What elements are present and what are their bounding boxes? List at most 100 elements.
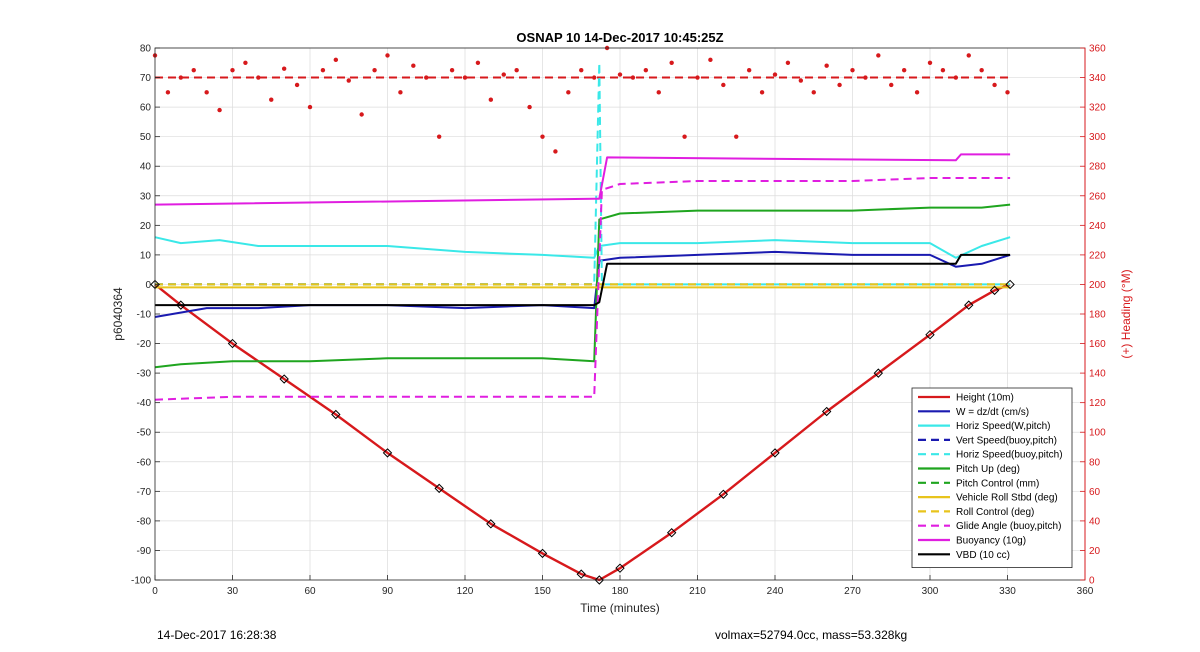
legend-entry: W = dz/dt (cm/s) xyxy=(956,407,1029,418)
x-tick-label: 270 xyxy=(844,586,861,597)
height-marker xyxy=(382,448,393,458)
heading-point xyxy=(927,60,933,65)
y-tick-label: 0 xyxy=(145,280,151,291)
y2-tick-label: 20 xyxy=(1089,546,1101,557)
legend-entry: Pitch Control (mm) xyxy=(956,478,1039,489)
x-tick-label: 0 xyxy=(152,586,158,597)
y-tick-label: 80 xyxy=(140,44,152,55)
series-9 xyxy=(154,177,1011,401)
heading-point xyxy=(695,75,700,80)
heading-point xyxy=(579,67,584,73)
legend-entry: Horiz Speed(buoy,pitch) xyxy=(956,450,1063,461)
heading-point xyxy=(191,67,196,73)
height-marker xyxy=(666,528,677,538)
y2-tick-label: 160 xyxy=(1089,339,1106,350)
heading-point xyxy=(217,107,222,113)
y-tick-label: 50 xyxy=(140,132,152,143)
heading-point xyxy=(734,134,739,139)
legend-entry: Height (10m) xyxy=(956,393,1014,404)
x-tick-label: 360 xyxy=(1077,586,1094,597)
legend-entry: Vert Speed(buoy,pitch) xyxy=(956,435,1057,446)
height-marker xyxy=(176,300,186,310)
heading-point xyxy=(772,72,778,77)
y-tick-label: 10 xyxy=(140,250,152,261)
series-11 xyxy=(155,253,1011,307)
heading-point xyxy=(307,104,313,110)
y-tick-label: 20 xyxy=(140,221,152,232)
y2-tick-label: 40 xyxy=(1089,516,1101,527)
series-10 xyxy=(154,153,1011,206)
y2-tick-label: 60 xyxy=(1089,487,1101,498)
heading-point xyxy=(992,82,997,88)
heading-point xyxy=(966,53,971,58)
heading-point xyxy=(269,97,274,102)
y-tick-label: -10 xyxy=(137,310,152,321)
legend-box xyxy=(911,387,1073,569)
heading-point xyxy=(785,60,791,65)
heading-point xyxy=(798,78,804,83)
heading-point xyxy=(914,90,920,95)
heading-point xyxy=(863,75,868,80)
x-tick-label: 90 xyxy=(382,586,394,597)
y-tick-label: -70 xyxy=(137,487,152,498)
heading-point xyxy=(230,67,235,73)
y2-tick-label: 0 xyxy=(1089,576,1095,587)
heading-point xyxy=(320,67,326,73)
height-marker xyxy=(718,489,729,499)
y2-tick-label: 120 xyxy=(1089,398,1106,409)
heading-point xyxy=(385,53,390,58)
legend: Height (10m) W = dz/dt (cm/s) Horiz Speed(… xyxy=(911,387,1073,569)
y2-tick-label: 80 xyxy=(1089,457,1101,468)
heading-point xyxy=(165,90,171,95)
heading-point xyxy=(630,75,636,80)
y-tick-label: -60 xyxy=(137,457,152,468)
legend-entry: VBD (10 cc) xyxy=(956,550,1010,561)
x-tick-label: 150 xyxy=(534,586,551,597)
heading-point xyxy=(889,82,894,88)
footer-timestamp: 14-Dec-2017 16:28:38 xyxy=(157,628,277,642)
heading-point xyxy=(940,67,946,73)
x-tick-label: 330 xyxy=(999,586,1016,597)
x-tick-label: 240 xyxy=(767,586,784,597)
x-tick-label: 120 xyxy=(457,586,474,597)
height-marker xyxy=(925,329,935,340)
height-marker xyxy=(434,483,444,494)
height-marker xyxy=(227,338,238,349)
heading-point xyxy=(669,60,674,65)
heading-point xyxy=(488,97,494,102)
heading-point xyxy=(682,134,687,139)
heading-point xyxy=(837,82,842,88)
heading-point xyxy=(462,75,468,80)
height-marker xyxy=(279,374,289,384)
heading-point xyxy=(372,67,377,73)
y2-tick-label: 340 xyxy=(1089,73,1106,84)
height-markers xyxy=(150,279,1015,585)
height-marker xyxy=(537,548,548,559)
height-marker xyxy=(594,575,605,585)
axes: 0 30 60 90 120 150 180 210 240 270 300 330 360-100-9… xyxy=(131,44,1106,598)
footer-vol-mass: volmax=52794.0cc, mass=53.328kg xyxy=(715,628,908,642)
y-tick-label: 60 xyxy=(140,103,152,114)
x-tick-label: 60 xyxy=(304,586,316,597)
heading-point xyxy=(643,67,649,73)
y-tick-label: -80 xyxy=(137,516,152,527)
legend-entry: Horiz Speed(W,pitch) xyxy=(956,421,1050,432)
series-2 xyxy=(154,236,1011,259)
legend-entry: Vehicle Roll Stbd (deg) xyxy=(956,493,1058,504)
y-tick-label: -100 xyxy=(131,576,151,587)
heading-point xyxy=(979,67,984,73)
y-tick-label: -40 xyxy=(137,398,152,409)
heading-point xyxy=(346,78,351,83)
heading-point xyxy=(294,82,300,88)
y2-tick-label: 240 xyxy=(1089,221,1106,232)
heading-point xyxy=(359,112,364,117)
legend-entry: Glide Angle (buoy,pitch) xyxy=(956,521,1061,532)
y2-tick-label: 100 xyxy=(1089,428,1106,439)
series-layer xyxy=(152,45,1011,582)
heading-point xyxy=(876,53,881,58)
chart-title: OSNAP 10 14-Dec-2017 10:45:25Z xyxy=(516,30,723,45)
height-marker xyxy=(486,519,496,529)
heading-point xyxy=(850,67,855,73)
y2-tick-label: 180 xyxy=(1089,310,1106,321)
